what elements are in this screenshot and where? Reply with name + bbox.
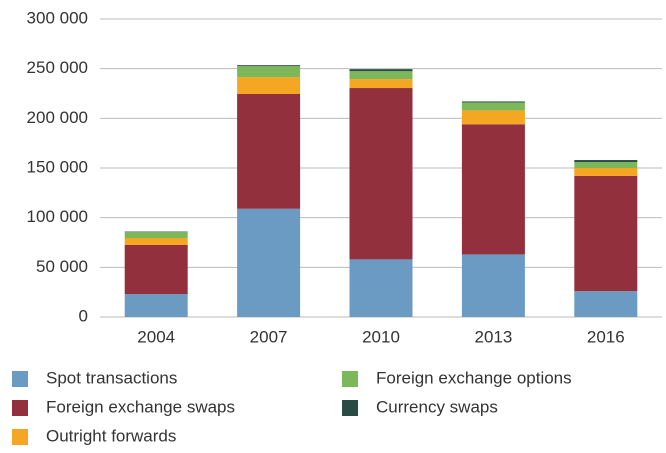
legend-swatch — [12, 429, 28, 445]
bar-segment — [349, 79, 413, 89]
bar-segment — [237, 66, 301, 78]
legend-swatch — [12, 400, 28, 416]
legend-label: Foreign exchange options — [376, 368, 572, 387]
bar-segment — [461, 102, 525, 111]
bar-segment — [349, 71, 413, 80]
bar-segment — [237, 65, 301, 67]
x-tick-label: 2010 — [362, 327, 400, 346]
legend-swatch — [342, 371, 358, 387]
x-tick-label: 2016 — [587, 327, 625, 346]
legend-label: Currency swaps — [376, 397, 498, 416]
bar-segment — [461, 101, 525, 103]
bar-segment — [461, 124, 525, 255]
y-tick-label: 50 000 — [36, 257, 88, 276]
bar-segment — [461, 110, 525, 125]
legend-swatch — [12, 371, 28, 387]
bar-segment — [237, 93, 301, 209]
legend-label: Outright forwards — [46, 426, 176, 445]
y-tick-label: 250 000 — [27, 58, 88, 77]
x-tick-label: 2013 — [474, 327, 512, 346]
bar-segment — [574, 168, 638, 176]
bar-segment — [349, 88, 413, 260]
bar-segment — [124, 232, 188, 239]
bar-segment — [124, 238, 188, 245]
bar-segment — [237, 208, 301, 317]
bar-segment — [574, 291, 638, 317]
y-tick-label: 150 000 — [27, 157, 88, 176]
bar-segment — [237, 77, 301, 94]
legend-label: Foreign exchange swaps — [46, 397, 235, 416]
y-tick-label: 200 000 — [27, 108, 88, 127]
y-tick-label: 0 — [79, 306, 88, 325]
y-tick-label: 100 000 — [27, 207, 88, 226]
bar-segment — [124, 294, 188, 317]
bar-segment — [574, 175, 638, 292]
bar-segment — [574, 162, 638, 168]
legend-swatch — [342, 400, 358, 416]
bar-segment — [124, 244, 188, 295]
bar-segment — [574, 160, 638, 163]
y-tick-label: 300 000 — [27, 8, 88, 27]
legend-label: Spot transactions — [46, 368, 177, 387]
x-tick-label: 2004 — [137, 327, 175, 346]
bar-segment — [461, 254, 525, 317]
x-tick-label: 2007 — [250, 327, 288, 346]
bar-segment — [349, 259, 413, 317]
bar-segment — [349, 69, 413, 72]
